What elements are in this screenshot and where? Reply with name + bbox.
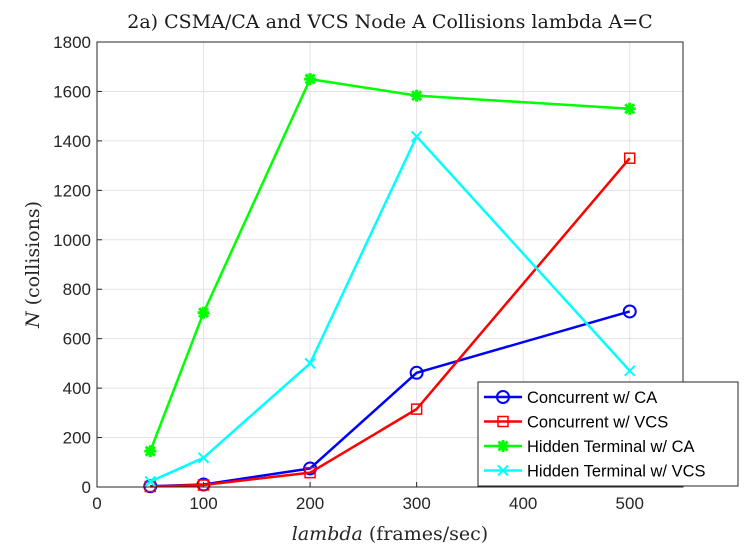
data-point bbox=[304, 73, 317, 86]
y-tick-label: 1400 bbox=[53, 132, 91, 151]
legend-label: Hidden Terminal w/ CA bbox=[527, 438, 695, 456]
series-hidden-terminal-w-vcs bbox=[144, 130, 636, 488]
x-axis-label-italic: lambda bbox=[292, 523, 363, 545]
chart-title: 2a) CSMA/CA and VCS Node A Collisions la… bbox=[127, 11, 652, 33]
data-point bbox=[410, 130, 423, 143]
series-line bbox=[150, 157, 631, 488]
legend-marker bbox=[497, 415, 509, 428]
data-point bbox=[304, 357, 316, 370]
y-tick-label: 0 bbox=[82, 478, 91, 497]
legend-marker bbox=[496, 390, 510, 404]
x-tick-label: 500 bbox=[616, 494, 644, 513]
data-point bbox=[622, 304, 637, 319]
y-tick-label: 200 bbox=[63, 429, 91, 448]
legend-item: Hidden Terminal w/ VCS bbox=[484, 463, 706, 481]
y-axis-label-rest: (collisions) bbox=[22, 201, 44, 311]
data-point bbox=[410, 89, 423, 102]
legend-item: Concurrent w/ VCS bbox=[484, 414, 668, 432]
data-point bbox=[304, 466, 316, 479]
legend-item: Hidden Terminal w/ CA bbox=[484, 438, 695, 456]
series-layer bbox=[143, 73, 637, 494]
y-tick-label: 1200 bbox=[53, 181, 91, 200]
data-point bbox=[623, 102, 636, 115]
y-axis-label-italic: N bbox=[22, 310, 44, 329]
series-hidden-terminal-w-ca bbox=[144, 73, 636, 458]
x-axis-label: lambda (frames/sec) bbox=[292, 523, 488, 545]
legend-box bbox=[477, 381, 739, 487]
x-tick-label: 100 bbox=[189, 494, 217, 513]
y-axis-label: N (collisions) bbox=[22, 201, 44, 329]
legend: Concurrent w/ CA Concurrent w/ VCS Hidden … bbox=[477, 381, 739, 487]
x-tick-label: 0 bbox=[92, 494, 101, 513]
x-tick-label: 200 bbox=[296, 494, 324, 513]
data-point bbox=[410, 403, 423, 415]
legend-marker bbox=[497, 440, 509, 452]
data-point bbox=[624, 365, 636, 377]
axis-ticks: 0 100 200 300 400 500 0 200 400 600 800 1000 1200 140… bbox=[53, 33, 644, 513]
legend-item: Concurrent w/ CA bbox=[484, 389, 657, 407]
y-tick-label: 400 bbox=[63, 379, 91, 398]
x-tick-label: 400 bbox=[509, 494, 537, 513]
legend-label: Concurrent w/ CA bbox=[527, 389, 657, 407]
y-tick-label: 600 bbox=[63, 330, 91, 349]
y-tick-label: 1800 bbox=[53, 33, 91, 52]
x-axis-label-rest: (frames/sec) bbox=[363, 523, 488, 545]
y-tick-label: 800 bbox=[63, 280, 91, 299]
y-tick-label: 1000 bbox=[53, 231, 91, 250]
data-point bbox=[144, 445, 157, 458]
y-tick-label: 1600 bbox=[53, 82, 91, 101]
legend-marker bbox=[497, 464, 509, 477]
data-point bbox=[409, 365, 424, 380]
data-point bbox=[197, 479, 210, 491]
legend-label: Concurrent w/ VCS bbox=[527, 414, 668, 432]
data-point bbox=[623, 152, 636, 164]
data-point bbox=[197, 452, 210, 464]
legend-label: Hidden Terminal w/ VCS bbox=[527, 463, 706, 481]
x-tick-label: 300 bbox=[402, 494, 430, 513]
plot-area bbox=[96, 41, 684, 488]
data-point bbox=[144, 475, 156, 488]
data-point bbox=[197, 306, 210, 319]
